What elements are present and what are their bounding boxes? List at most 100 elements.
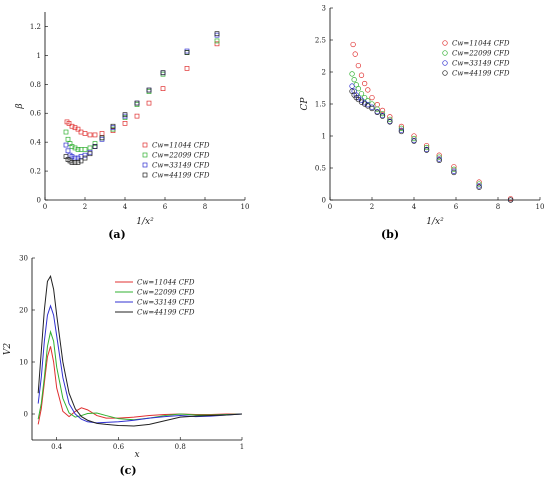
x-tick-label: 0.8 xyxy=(175,443,186,451)
legend-swatch xyxy=(142,152,148,158)
data-point xyxy=(374,106,380,112)
data-point xyxy=(99,136,105,142)
x-tick-label: 0.6 xyxy=(113,443,125,451)
data-point xyxy=(69,144,75,149)
y-axis-label: CP xyxy=(300,97,310,111)
legend: Cw=11044 CFD Cw=22099 CFD Cw=33149 CFD Cw=4… xyxy=(142,142,210,180)
data-point xyxy=(78,158,84,164)
x-tick-label: 1 xyxy=(240,443,244,451)
data-point xyxy=(134,113,140,119)
legend-label: Cw=33149 CFD xyxy=(137,299,195,307)
x-axis-label: 1/x² xyxy=(136,217,154,227)
series-0 xyxy=(64,41,220,138)
data-point xyxy=(214,32,220,38)
data-point xyxy=(214,31,220,37)
y-tick-label: 20 xyxy=(19,307,28,315)
data-point xyxy=(379,113,386,119)
data-point xyxy=(351,77,357,83)
data-point xyxy=(355,96,362,103)
data-point xyxy=(411,135,417,142)
y-tick-label: 2 xyxy=(322,69,326,77)
x-tick-label: 6 xyxy=(163,203,168,211)
data-point xyxy=(423,144,430,151)
x-tick-label: 4 xyxy=(123,203,128,211)
y-tick-label: 0 xyxy=(322,197,326,205)
x-tick-label: 0 xyxy=(328,203,332,211)
y-tick-label: 0.2 xyxy=(30,168,41,176)
data-point xyxy=(122,112,128,118)
data-point xyxy=(82,155,88,161)
data-point xyxy=(374,109,380,115)
data-point xyxy=(72,155,78,161)
data-point xyxy=(507,197,514,203)
legend-label: Cw=11044 CFD xyxy=(152,142,210,150)
y-tick-label: 1.5 xyxy=(315,101,326,109)
x-tick-label: 0.4 xyxy=(51,443,63,451)
y-tick-label: 30 xyxy=(19,255,28,263)
y-tick-label: 10 xyxy=(19,359,28,367)
data-point xyxy=(369,105,375,112)
x-tick-label: 8 xyxy=(496,203,500,211)
y-axis-label: V2 xyxy=(3,343,13,355)
data-point xyxy=(349,83,355,89)
y-tick-label: 0 xyxy=(24,411,28,419)
data-point xyxy=(214,38,220,44)
data-point xyxy=(146,89,152,94)
data-point xyxy=(349,71,355,77)
legend-label: Cw=33149 CFD xyxy=(152,162,210,170)
x-tick-label: 6 xyxy=(454,203,459,211)
legend-label: Cw=22099 CFD xyxy=(152,152,210,160)
data-point xyxy=(72,160,78,165)
data-point xyxy=(160,70,166,76)
data-point xyxy=(451,166,457,172)
y-axis-label: β xyxy=(15,103,25,109)
data-point xyxy=(379,110,386,117)
x-axis-label: x xyxy=(134,450,139,460)
data-point xyxy=(134,100,140,106)
data-point xyxy=(436,157,442,163)
data-point xyxy=(69,123,75,129)
x-tick-label: 0 xyxy=(43,203,47,211)
data-point xyxy=(122,121,128,126)
y-tick-label: 1 xyxy=(37,52,41,60)
series-2 xyxy=(37,304,243,424)
y-tick-label: 1.2 xyxy=(30,23,41,31)
legend: Cw=11044 CFD Cw=22099 CFD Cw=33149 CFD Cw=4… xyxy=(115,279,195,317)
legend-swatch xyxy=(442,40,448,46)
data-point xyxy=(398,128,405,135)
data-point xyxy=(387,119,393,125)
data-point xyxy=(72,125,78,131)
data-point xyxy=(355,94,362,101)
data-point xyxy=(436,152,442,158)
x-axis-label: 1/x² xyxy=(426,217,444,227)
x-tick-label: 10 xyxy=(536,203,545,211)
data-point xyxy=(476,184,482,190)
legend-label: Cw=44199 CFD xyxy=(152,172,210,180)
legend-label: Cw=22099 CFD xyxy=(137,289,195,297)
x-tick-label: 4 xyxy=(412,203,417,211)
data-point xyxy=(92,141,98,146)
data-point xyxy=(75,160,81,165)
x-tick-label: 2 xyxy=(83,203,87,211)
data-point xyxy=(92,144,98,149)
data-point xyxy=(214,41,220,47)
legend-label: Cw=44199 CFD xyxy=(452,70,510,78)
data-point xyxy=(350,41,356,48)
data-point xyxy=(78,147,84,152)
y-tick-label: 1 xyxy=(322,133,326,141)
data-point xyxy=(110,123,116,129)
data-point xyxy=(78,129,84,135)
data-point xyxy=(184,50,190,55)
data-point xyxy=(355,85,362,92)
legend-swatch xyxy=(142,162,148,168)
legend-swatch xyxy=(442,50,448,56)
legend-label: Cw=33149 CFD xyxy=(452,60,510,68)
series-3 xyxy=(63,31,220,165)
series-0 xyxy=(350,41,514,202)
data-point xyxy=(146,100,152,106)
legend-label: Cw=44199 CFD xyxy=(137,309,195,317)
data-point xyxy=(75,126,81,132)
x-tick-label: 10 xyxy=(241,203,250,211)
series-2 xyxy=(349,83,514,203)
data-point xyxy=(99,135,105,141)
